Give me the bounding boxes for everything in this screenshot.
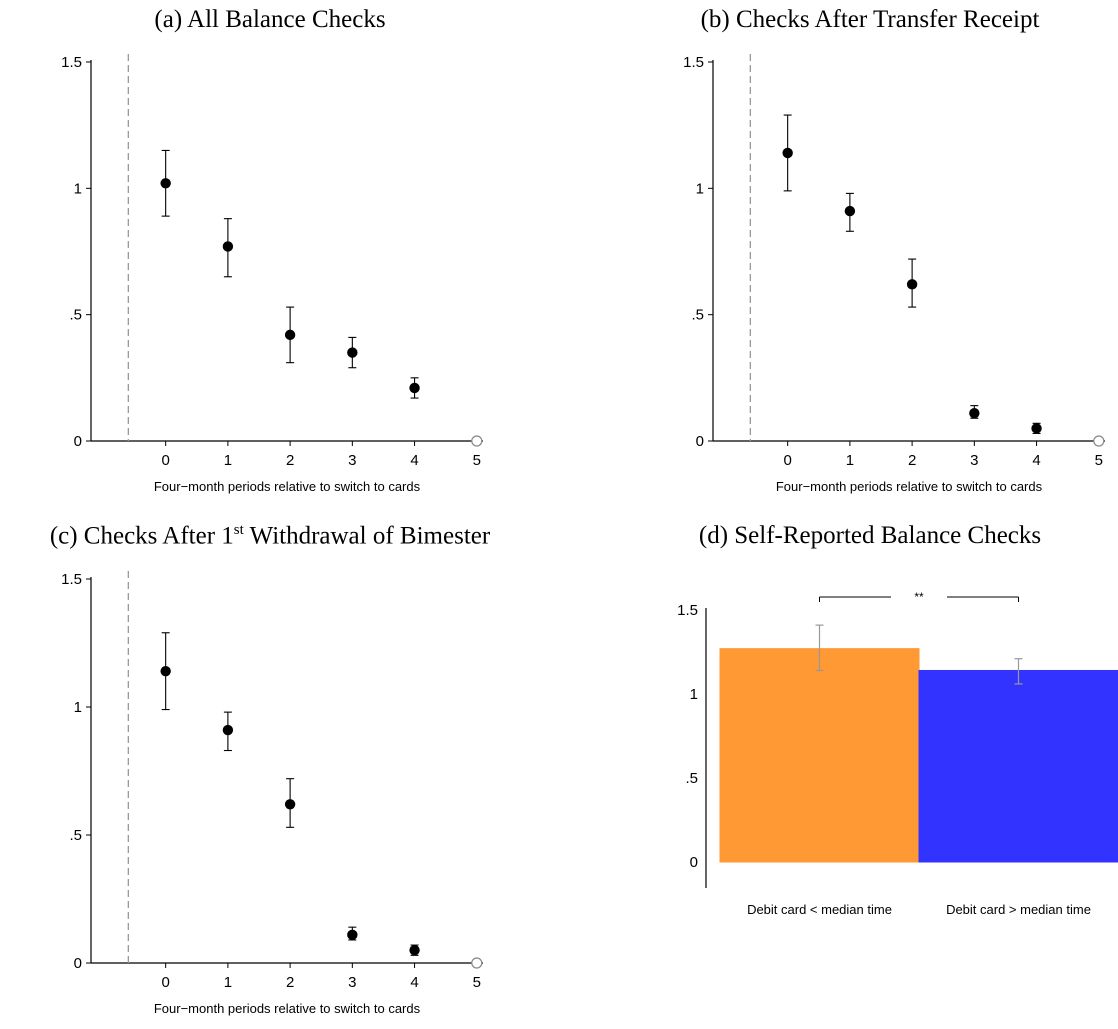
y-tick-label: 0 [690, 854, 698, 871]
chart-c: 0 .5 1 1.5 0 1 2 3 4 5 Four−month periods relative… [61, 571, 483, 1016]
x-tick-label: 2 [286, 452, 294, 469]
y-tick-label: .5 [691, 307, 704, 324]
data-point [844, 205, 856, 217]
data-point [409, 382, 420, 394]
panel-title-c: (c) Checks After 1st Withdrawal of Bimes… [0, 522, 540, 550]
data-point [284, 329, 296, 341]
x-axis-label: Four−month periods relative to switch to… [154, 479, 421, 494]
data-point [1031, 423, 1042, 434]
x-tick-label: 4 [410, 452, 418, 469]
data-point [222, 241, 234, 252]
x-tick-label: 0 [783, 452, 791, 469]
data-point [347, 347, 358, 358]
panel-title-c-sup: st [233, 522, 244, 538]
panel-a: (a) All Balance Checks 0 .5 1 1.5 0 1 2 3 4 5 Four… [0, 0, 540, 500]
y-tick-label: .5 [69, 827, 82, 844]
x-tick-label: 2 [286, 974, 294, 991]
y-tick-label: .5 [69, 307, 82, 324]
chart-d: Debit card < median time Debit card > med… [677, 590, 1118, 917]
data-point [906, 279, 918, 290]
chart-b: 0 .5 1 1.5 0 1 2 3 4 5 Four−month periods relative… [683, 54, 1105, 494]
x-tick-label: 1 [224, 974, 232, 991]
data-point [222, 724, 234, 736]
y-tick-label: 1 [690, 686, 698, 703]
category-label: Debit card > median time [946, 902, 1091, 917]
bar [918, 669, 1118, 863]
data-point [160, 178, 171, 189]
x-tick-label: 2 [908, 452, 916, 469]
x-axis-label: Four−month periods relative to switch to… [776, 479, 1043, 494]
data-point [782, 147, 793, 159]
x-tick-label: 3 [348, 452, 356, 469]
x-tick-label: 5 [473, 974, 481, 991]
x-tick-label: 1 [224, 452, 232, 469]
x-tick-label: 3 [348, 974, 356, 991]
panel-title-d: (d) Self-Reported Balance Checks [698, 522, 1042, 549]
x-tick-label: 4 [1032, 452, 1040, 469]
x-tick-label: 1 [846, 452, 854, 469]
y-tick-label: 1.5 [677, 602, 698, 619]
panel-title-b: (b) Checks After Transfer Receipt [700, 6, 1040, 33]
x-tick-label: 0 [161, 974, 169, 991]
x-tick-label: 0 [161, 452, 169, 469]
y-tick-label: 0 [74, 955, 82, 972]
panel-b: (b) Checks After Transfer Receipt 0 .5 1 1.… [622, 0, 1118, 500]
data-point-hollow [471, 435, 483, 447]
y-tick-label: 1.5 [61, 571, 82, 588]
data-point-hollow [471, 957, 483, 969]
chart-a: 0 .5 1 1.5 0 1 2 3 4 5 Four−month periods relative… [61, 54, 483, 494]
bar [719, 648, 920, 863]
data-point [409, 945, 420, 956]
category-label: Debit card < median time [747, 902, 892, 917]
y-tick-label: 1 [74, 699, 82, 716]
y-tick-label: 1.5 [683, 54, 704, 71]
panel-title-a: (a) All Balance Checks [154, 6, 386, 33]
data-point [160, 665, 171, 677]
data-point [347, 929, 358, 941]
panel-d: (d) Self-Reported Balance Checks Debit c… [622, 518, 1118, 1029]
x-axis-label: Four−month periods relative to switch to… [154, 1001, 421, 1016]
y-tick-label: 1 [696, 180, 704, 197]
y-tick-label: 0 [74, 433, 82, 450]
panel-title-c-pre: (c) Checks After 1 [49, 522, 234, 550]
data-point [969, 408, 980, 419]
y-tick-label: 1 [74, 180, 82, 197]
y-tick-label: .5 [685, 770, 698, 787]
y-tick-label: 1.5 [61, 54, 82, 71]
y-tick-label: 0 [696, 433, 704, 450]
data-point [284, 799, 296, 810]
x-tick-label: 4 [410, 974, 418, 991]
x-tick-label: 3 [970, 452, 978, 469]
panel-title-c-post: Withdrawal of Bimester [243, 522, 491, 550]
x-tick-label: 5 [1095, 452, 1103, 469]
panel-c: (c) Checks After 1st Withdrawal of Bimes… [0, 518, 540, 1029]
x-tick-label: 5 [473, 452, 481, 469]
data-point-hollow [1093, 435, 1105, 447]
significance-label: ** [914, 590, 924, 604]
